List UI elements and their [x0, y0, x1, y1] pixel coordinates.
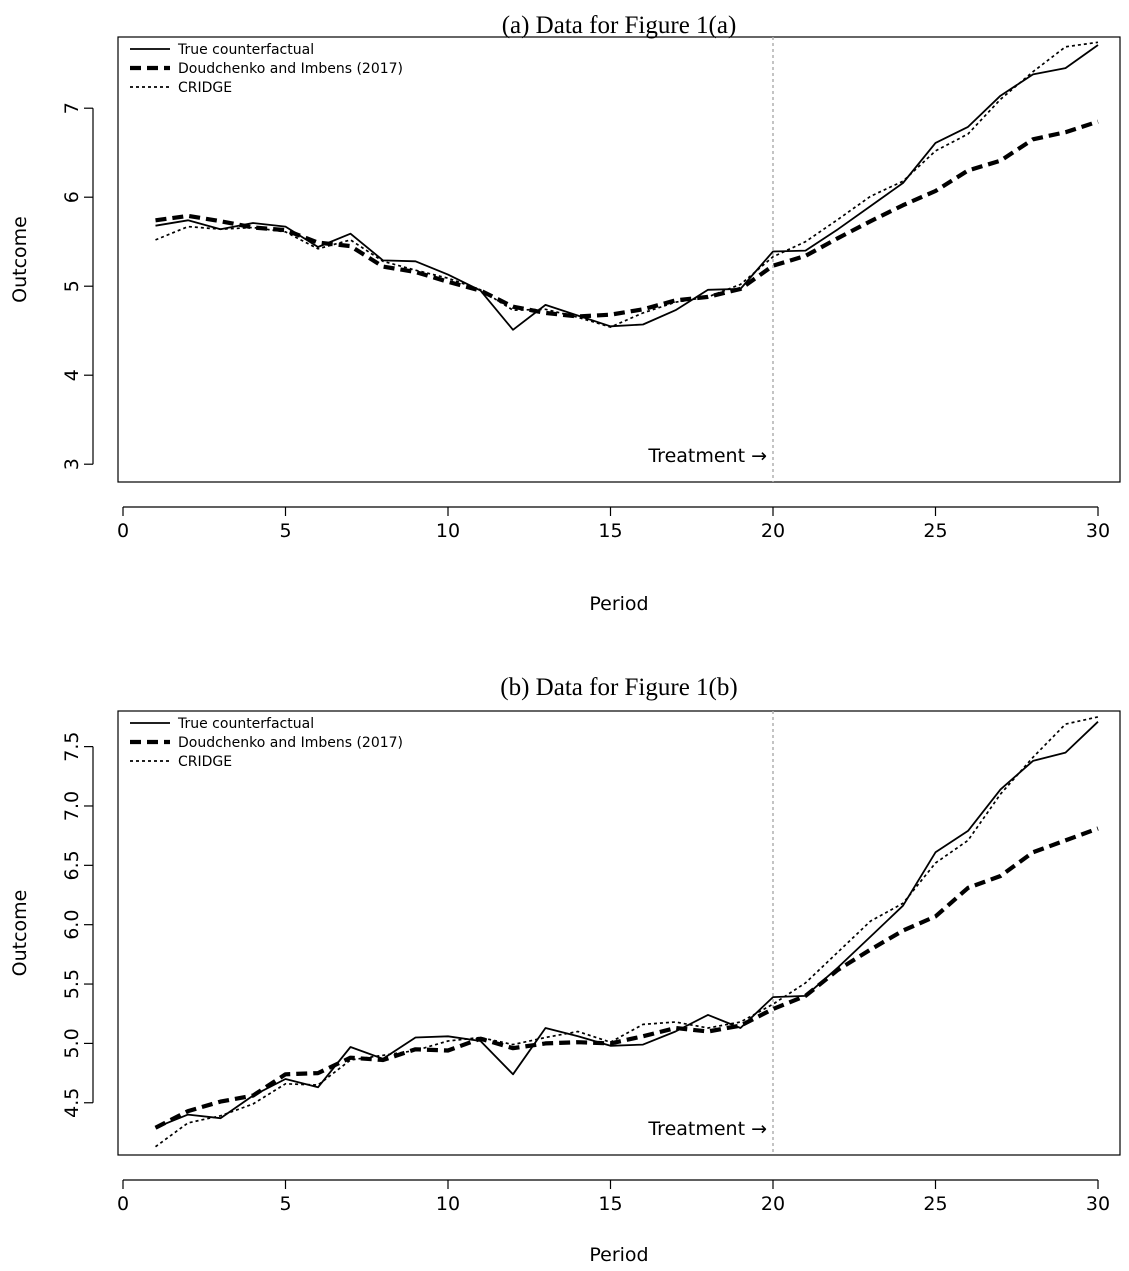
x-tick-label: 30	[1086, 520, 1110, 542]
x-tick-label: 0	[117, 1193, 129, 1215]
y-tick-label: 5	[61, 280, 83, 292]
y-axis-label: Outcome	[9, 890, 31, 977]
x-tick-label: 0	[117, 520, 129, 542]
x-tick-label: 5	[279, 520, 291, 542]
chart-panel-1: (b) Data for Figure 1(b) 0 5 10 15 20 25 30 Peri…	[9, 674, 1121, 1266]
y-tick-label: 7	[61, 102, 83, 114]
x-tick-label: 15	[598, 1193, 622, 1215]
chart-title: (b) Data for Figure 1(b)	[500, 674, 737, 701]
x-tick-label: 5	[279, 1193, 291, 1215]
series-line-solid	[155, 44, 1099, 331]
series-line-dotted	[155, 41, 1099, 328]
legend-label: CRIDGE	[178, 80, 232, 96]
series-line-solid	[155, 721, 1099, 1129]
plot-frame	[117, 710, 1121, 1156]
y-tick-label: 6	[61, 191, 83, 203]
y-tick-label: 6.0	[61, 910, 83, 940]
x-tick-label: 30	[1086, 1193, 1110, 1215]
y-tick-label: 6.5	[61, 850, 83, 880]
chart-title: (a) Data for Figure 1(a)	[502, 12, 737, 39]
x-tick-label: 15	[598, 520, 622, 542]
x-axis-label: Period	[589, 593, 648, 615]
x-tick-label: 25	[923, 1193, 947, 1215]
y-tick-label: 5.0	[61, 1028, 83, 1058]
chart-panel-0: (a) Data for Figure 1(a) 0 5 10 15 20 25 30 Peri…	[9, 12, 1121, 615]
legend-label: True counterfactual	[177, 42, 314, 58]
series-line-dotted	[154, 716, 1099, 1148]
x-tick-label: 10	[436, 1193, 460, 1215]
plot-frame	[117, 36, 1121, 483]
y-tick-label: 5.5	[61, 969, 83, 999]
y-axis-label: Outcome	[9, 216, 31, 303]
series-line-dashed	[154, 826, 1099, 1130]
x-tick-label: 20	[761, 520, 785, 542]
y-tick-label: 3	[61, 458, 83, 470]
y-tick-label: 7.0	[61, 791, 83, 821]
series-line-dashed	[155, 119, 1099, 319]
treatment-annotation: Treatment →	[647, 1118, 767, 1140]
legend-label: CRIDGE	[178, 754, 232, 770]
legend-label: Doudchenko and Imbens (2017)	[178, 735, 403, 751]
x-axis-label: Period	[589, 1244, 648, 1266]
legend-label: Doudchenko and Imbens (2017)	[178, 61, 403, 77]
x-tick-label: 10	[436, 520, 460, 542]
y-tick-label: 4.5	[61, 1088, 83, 1118]
treatment-annotation: Treatment →	[647, 445, 767, 467]
legend-label: True counterfactual	[177, 716, 314, 732]
y-tick-label: 4	[61, 369, 83, 381]
y-tick-label: 7.5	[61, 732, 83, 762]
x-tick-label: 25	[923, 520, 947, 542]
x-tick-label: 20	[761, 1193, 785, 1215]
